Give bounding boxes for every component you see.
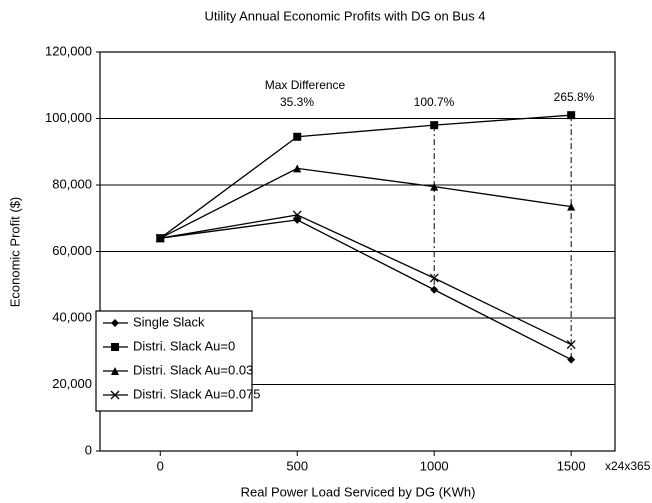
series-line	[160, 219, 572, 361]
series-line	[159, 167, 572, 239]
x-tick-label: 1500	[557, 458, 586, 473]
marker	[566, 340, 576, 350]
marker	[430, 121, 439, 130]
x-tick-label: 500	[286, 458, 308, 473]
y-tick-label: 0	[85, 442, 92, 457]
marker	[155, 233, 165, 243]
annotation: Max Difference	[265, 78, 346, 92]
marker	[430, 182, 439, 191]
y-tick-label: 80,000	[52, 176, 92, 191]
y-axis-label: Economic Profit ($)	[7, 197, 22, 308]
legend-marker	[111, 367, 119, 375]
legend-marker	[110, 390, 120, 400]
legend-marker	[111, 319, 119, 327]
marker	[567, 202, 576, 211]
y-tick-label: 120,000	[45, 43, 92, 58]
legend-label: Distri. Slack Au=0.075	[133, 386, 261, 401]
chart-title: Utility Annual Economic Profits with DG …	[204, 8, 485, 23]
y-tick-label: 100,000	[45, 110, 92, 125]
annotation: 265.8%	[554, 90, 595, 104]
marker	[430, 285, 439, 294]
series-line	[159, 114, 572, 239]
marker	[293, 164, 302, 173]
legend-label: Single Slack	[133, 314, 205, 329]
marker	[567, 111, 576, 120]
x-unit-label: x24x365	[605, 459, 651, 473]
marker	[429, 273, 439, 283]
marker	[567, 355, 576, 364]
marker	[293, 132, 302, 141]
marker	[292, 210, 302, 220]
y-tick-label: 60,000	[52, 243, 92, 258]
annotation: 35.3%	[280, 95, 314, 109]
legend-marker	[111, 343, 119, 351]
x-tick-label: 1000	[420, 458, 449, 473]
legend-label: Distri. Slack Au=0.03	[133, 362, 253, 377]
y-tick-label: 40,000	[52, 309, 92, 324]
y-tick-label: 20,000	[52, 376, 92, 391]
x-tick-label: 0	[157, 458, 164, 473]
annotation: 100.7%	[414, 95, 455, 109]
marker	[293, 215, 302, 224]
x-axis-label: Real Power Load Serviced by DG (KWh)	[241, 484, 476, 499]
legend-label: Distri. Slack Au=0	[133, 338, 235, 353]
series-line	[160, 214, 572, 346]
legend: Single Slack Distri. Slack Au=0 Distri. Sl…	[95, 310, 261, 412]
legend-box	[95, 310, 253, 412]
